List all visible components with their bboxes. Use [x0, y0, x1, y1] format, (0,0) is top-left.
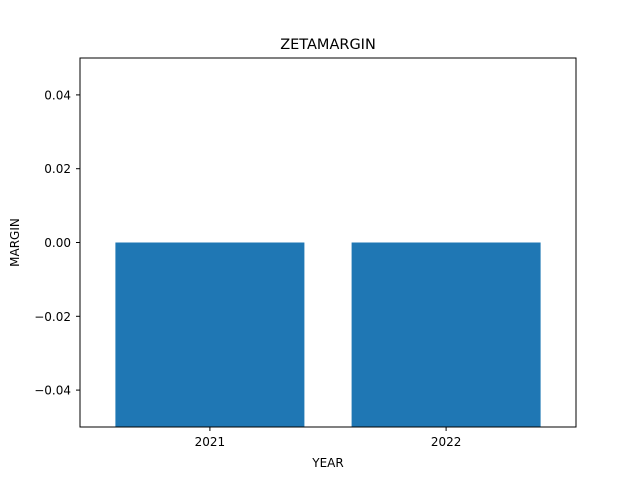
- y-axis-label: MARGIN: [8, 218, 22, 267]
- y-tick-label: −0.02: [34, 310, 71, 324]
- x-tick-label: 2021: [195, 435, 226, 449]
- y-tick-label: 0.04: [44, 88, 71, 102]
- x-tick-label: 2022: [431, 435, 462, 449]
- bar-2022: [351, 242, 541, 427]
- y-tick-label: −0.04: [34, 384, 71, 398]
- x-axis-label: YEAR: [311, 456, 343, 470]
- chart-title: ZETAMARGIN: [280, 37, 376, 53]
- x-axis: 2021 2022: [195, 427, 462, 449]
- y-tick-label: 0.02: [44, 162, 71, 176]
- bar-2021: [115, 242, 305, 427]
- y-axis: −0.04 −0.02 0.00 0.02 0.04: [34, 88, 80, 398]
- y-tick-label: 0.00: [44, 236, 71, 250]
- bars-group: [115, 242, 541, 427]
